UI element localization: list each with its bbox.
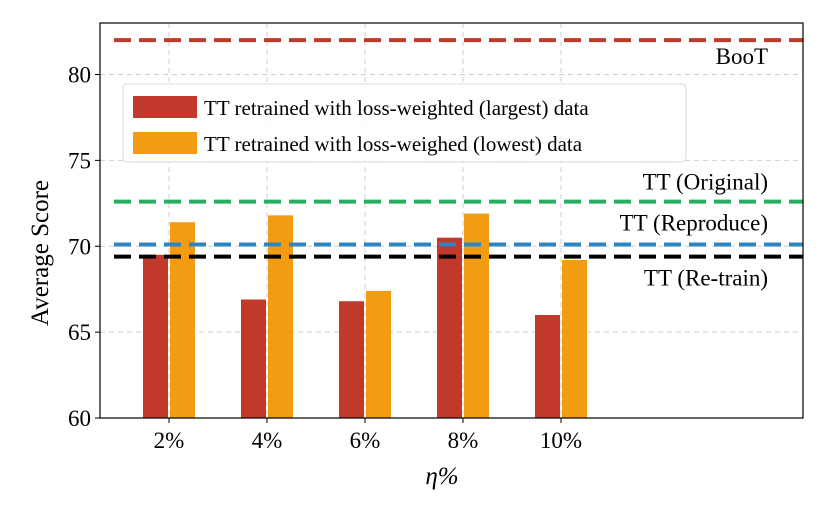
x-tick-label: 4% [252,428,283,453]
bar-lowest-1 [170,222,195,418]
axes-group: 2% 4% 6% 8% 10% 60 65 70 75 80 [68,22,804,453]
x-axis-label: η% [425,463,458,490]
legend-swatch [133,96,197,118]
bar-largest-1 [143,254,168,418]
x-tick-label: 10% [540,428,582,453]
bar-lowest-4 [464,213,489,418]
reference-line-label: TT (Reproduce) [620,211,768,236]
reference-line-label: BooT [716,44,768,69]
y-tick-label: 65 [68,320,91,345]
bar-lowest-3 [366,290,391,418]
bar-lowest-2 [268,215,293,418]
y-tick-label: 60 [68,406,91,431]
legend-label: TT retrained with loss-weighed (lowest) … [204,132,583,156]
bar-lowest-5 [562,260,587,418]
y-axis-label: Average Score [27,180,54,326]
reference-line-label: TT (Original) [643,170,768,195]
bar-largest-5 [535,314,560,418]
legend-box [122,83,687,163]
reference-line-label: TT (Re-train) [644,266,768,291]
y-tick-label: 80 [68,63,91,88]
x-tick-label: 6% [350,428,381,453]
bar-largest-2 [241,299,266,418]
legend: TT retrained with loss-weighted (largest… [122,83,687,163]
x-tick-label: 2% [154,428,185,453]
legend-label: TT retrained with loss-weighted (largest… [204,96,589,120]
bar-largest-3 [339,301,364,418]
reference-lines-group: BooT TT (Original) TT (Reproduce) TT (Re-tr… [114,38,803,291]
legend-swatch [133,132,197,154]
y-tick-label: 75 [68,148,91,173]
bar-largest-4 [437,237,462,418]
x-tick-label: 8% [448,428,479,453]
plot-frame [99,22,804,419]
y-tick-label: 70 [68,234,91,259]
